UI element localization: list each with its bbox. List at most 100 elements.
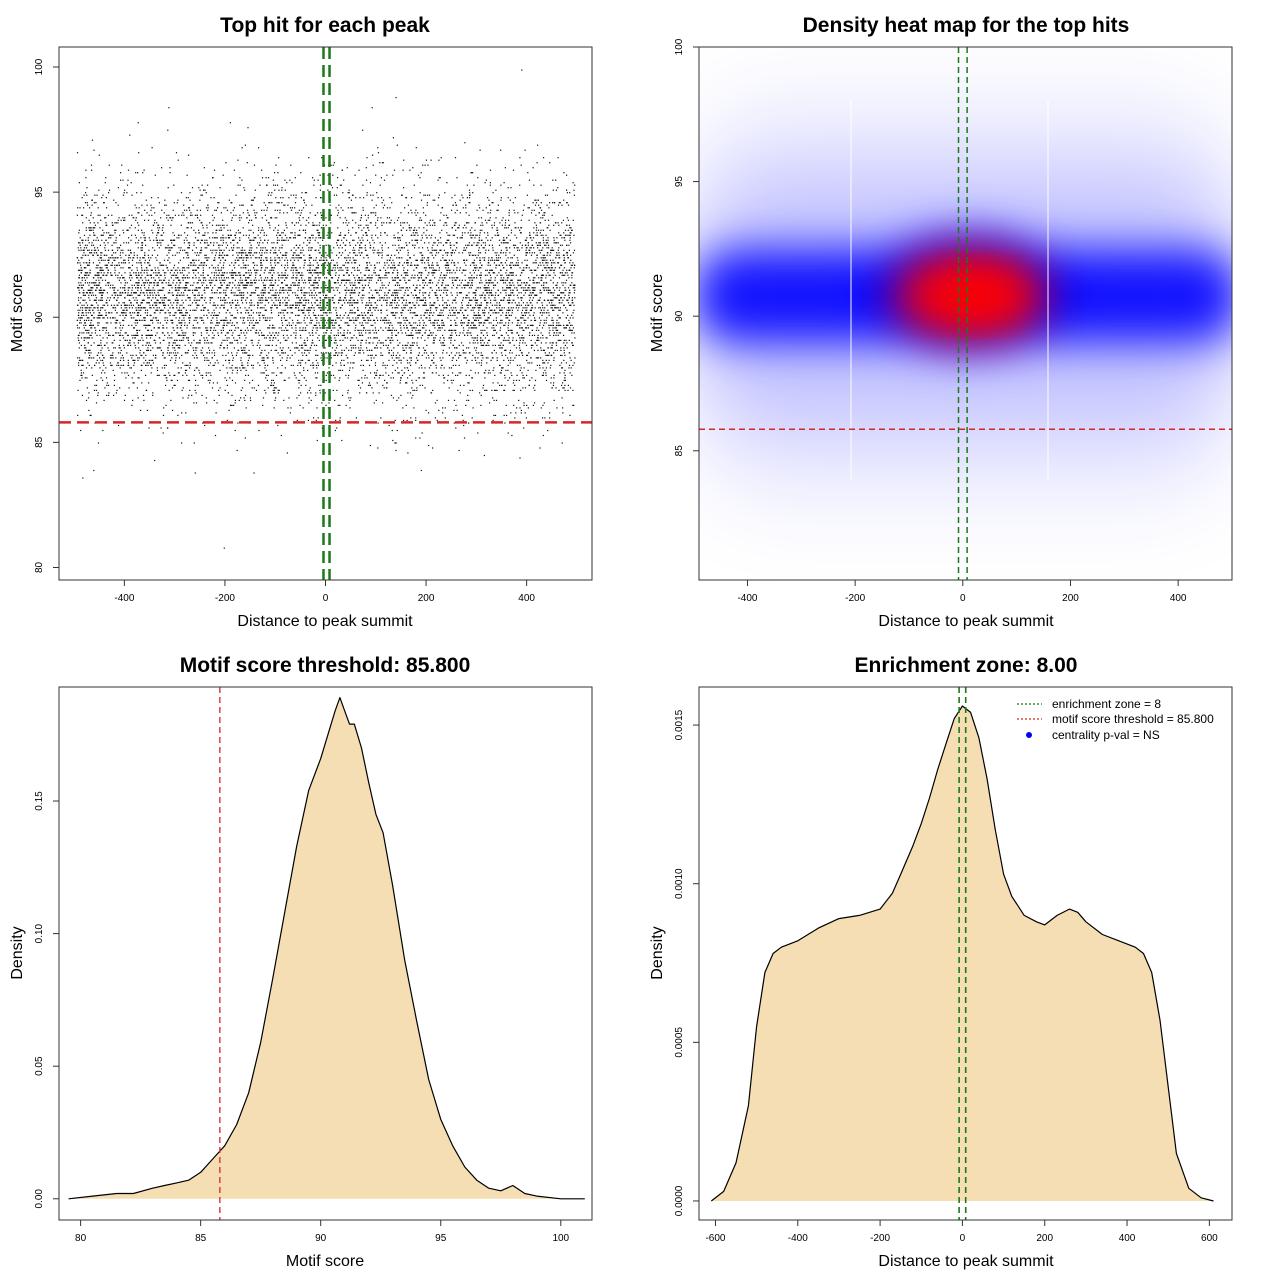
scatter-point bbox=[536, 227, 538, 229]
scatter-point bbox=[283, 287, 285, 289]
scatter-point bbox=[503, 307, 505, 309]
scatter-point bbox=[529, 297, 531, 299]
scatter-point bbox=[107, 347, 109, 349]
scatter-point bbox=[272, 389, 274, 391]
scatter-point bbox=[542, 307, 544, 309]
scatter-point bbox=[210, 374, 212, 376]
scatter-point bbox=[302, 229, 304, 231]
scatter-point bbox=[496, 227, 498, 229]
scatter-point bbox=[440, 314, 442, 316]
scatter-point bbox=[428, 264, 430, 266]
scatter-point bbox=[192, 284, 194, 286]
scatter-point bbox=[122, 302, 124, 304]
scatter-point bbox=[493, 287, 495, 289]
scatter-point bbox=[406, 259, 408, 261]
scatter-point bbox=[532, 314, 534, 316]
scatter-point bbox=[163, 299, 165, 301]
scatter-point bbox=[152, 322, 154, 324]
scatter-point bbox=[198, 294, 200, 296]
scatter-point bbox=[98, 322, 100, 324]
scatter-point bbox=[492, 312, 494, 314]
scatter-point bbox=[295, 329, 297, 331]
scatter-point bbox=[243, 317, 245, 319]
scatter-point bbox=[556, 332, 558, 334]
scatter-point bbox=[169, 359, 172, 361]
scatter-point bbox=[452, 234, 454, 236]
scatter-point bbox=[225, 254, 227, 256]
scatter-point bbox=[416, 239, 418, 241]
scatter-point bbox=[213, 349, 215, 351]
scatter-point bbox=[273, 302, 275, 304]
scatter-point bbox=[114, 294, 116, 296]
scatter-point bbox=[389, 322, 391, 324]
scatter-point bbox=[332, 259, 334, 261]
scatter-point bbox=[290, 194, 292, 196]
scatter-point bbox=[433, 357, 435, 359]
scatter-point bbox=[557, 314, 559, 316]
scatter-point bbox=[532, 289, 534, 291]
scatter-point bbox=[344, 217, 346, 219]
scatter-point bbox=[498, 307, 500, 309]
scatter-point bbox=[509, 302, 511, 304]
scatter-point bbox=[496, 259, 498, 261]
scatter-point bbox=[381, 304, 383, 306]
scatter-point bbox=[272, 179, 274, 181]
scatter-point bbox=[534, 277, 536, 279]
scatter-point bbox=[405, 332, 407, 334]
scatter-point bbox=[315, 392, 317, 394]
scatter-point bbox=[520, 297, 522, 299]
scatter-point bbox=[281, 272, 283, 274]
scatter-point bbox=[282, 277, 284, 279]
scatter-point bbox=[349, 294, 351, 296]
scatter-point bbox=[105, 177, 107, 179]
scatter-point bbox=[511, 374, 513, 376]
scatter-point bbox=[491, 282, 493, 284]
scatter-point bbox=[441, 327, 443, 329]
scatter-point bbox=[221, 267, 223, 269]
scatter-point bbox=[224, 319, 226, 321]
scatter-point bbox=[268, 344, 270, 346]
scatter-point bbox=[417, 329, 419, 331]
scatter-point bbox=[171, 332, 173, 334]
scatter-point bbox=[173, 279, 175, 281]
scatter-point bbox=[407, 452, 409, 454]
scatter-point bbox=[337, 267, 339, 269]
scatter-point bbox=[318, 234, 321, 236]
scatter-point bbox=[154, 282, 156, 284]
scatter-point bbox=[220, 329, 222, 331]
scatter-point bbox=[429, 332, 432, 334]
scatter-point bbox=[344, 249, 346, 251]
scatter-point bbox=[436, 399, 438, 401]
scatter-point bbox=[199, 189, 201, 191]
scatter-point bbox=[422, 292, 424, 294]
scatter-point bbox=[97, 272, 99, 274]
scatter-point bbox=[137, 294, 139, 296]
scatter-point bbox=[312, 334, 314, 336]
scatter-point bbox=[276, 209, 279, 211]
scatter-point bbox=[510, 264, 512, 266]
scatter-point bbox=[455, 302, 457, 304]
scatter-point bbox=[286, 252, 288, 254]
scatter-point bbox=[480, 352, 482, 354]
scatter-point bbox=[264, 364, 266, 366]
scatter-point bbox=[416, 342, 418, 344]
scatter-point bbox=[549, 329, 551, 331]
scatter-point bbox=[316, 407, 318, 409]
scatter-point bbox=[505, 227, 507, 229]
scatter-point bbox=[111, 244, 113, 246]
scatter-point bbox=[349, 299, 352, 301]
scatter-point bbox=[295, 337, 297, 339]
scatter-point bbox=[390, 339, 392, 341]
scatter-point bbox=[360, 344, 362, 346]
scatter-point bbox=[556, 297, 558, 299]
scatter-point bbox=[207, 372, 209, 374]
scatter-point bbox=[303, 304, 305, 306]
scatter-point bbox=[441, 364, 443, 366]
scatter-point bbox=[407, 249, 409, 251]
scatter-point bbox=[514, 357, 516, 359]
scatter-point bbox=[402, 277, 404, 279]
scatter-point bbox=[327, 269, 329, 271]
scatter-point bbox=[78, 327, 80, 329]
scatter-point bbox=[453, 234, 456, 236]
scatter-point bbox=[93, 317, 95, 319]
